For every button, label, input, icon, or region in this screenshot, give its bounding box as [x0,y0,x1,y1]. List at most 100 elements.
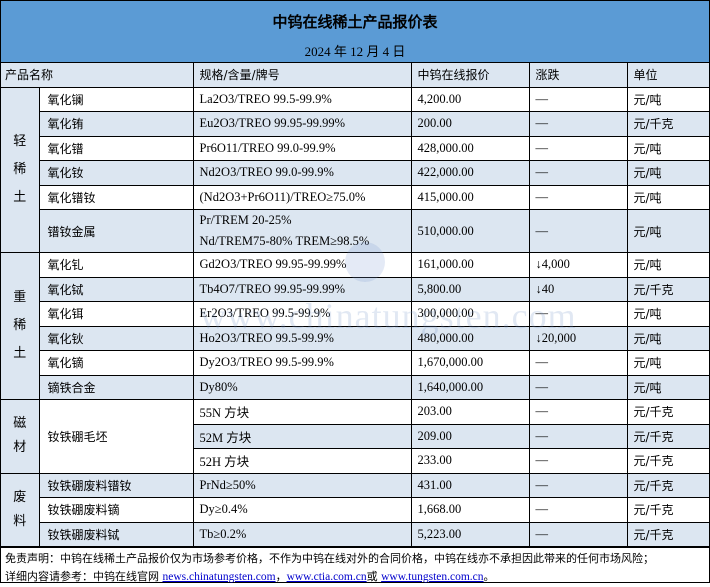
unit-cell: 元/吨 [626,86,710,112]
price-cell: 1,670,000.00 [410,350,530,376]
price-cell: 4,200.00 [410,86,530,112]
price-cell: 200.00 [410,111,530,137]
product-name: 氧化镨钕 [39,184,194,210]
header-product-name: 产品名称 [1,63,194,88]
spec-line: Dy≥0.4% [199,502,248,517]
table-row: 钕铁硼废料铽 Tb≥0.2% 5,223.00— 元/千克 [1,521,710,547]
page-title: 中钨在线稀土产品报价表 [1,1,709,41]
spec-line: 55N 方块 [199,406,250,421]
separator: ， [275,570,287,583]
spec-cell: Dy80% [192,374,412,400]
spec-line: Tb≥0.2% [199,526,247,541]
spec-line: Gd2O3/TREO 99.95-99.99% [199,257,347,272]
reference-prefix: 详细内容请参考：中钨在线官网 [5,570,163,583]
table-row: 钕铁硼废料镝 Dy≥0.4% 1,668.00— 元/千克 [1,497,710,523]
spec-cell: PrNd≥50% [192,472,412,498]
product-name: 氧化镨 [39,135,194,161]
table-row: 氧化铕 Eu2O3/TREO 99.95-99.99% 200.00— 元/千克 [1,111,710,137]
table-row: 镝铁合金 Dy80% 1,640,000.00— 元/吨 [1,374,710,400]
category-cell: 磁材 [1,399,40,474]
unit-cell: 元/千克 [626,497,710,523]
spec-cell: 52M 方块 [193,423,412,449]
table-row: 氧化铽 Tb4O7/TREO 99.95-99.99% 5,800.00 ↓40 元/千… [1,276,710,302]
table-row: 氧化镨 Pr6O11/TREO 99.0-99.9% 428,000.00— 元/吨 [1,135,710,161]
link-chinatungsten[interactable]: news.chinatungsten.com [162,571,276,583]
unit-cell: 元/吨 [626,209,710,253]
spec-line: Dy2O3/TREO 99.5-99.9% [199,355,334,370]
unit-cell: 元/吨 [626,252,710,278]
change-cell: — [528,184,628,210]
product-name: 氧化钕 [39,160,194,186]
unit-cell: 元/吨 [626,160,710,186]
category-cell: 轻稀土 [1,86,40,253]
spec-cell: Nd2O3/TREO 99.0-99.9% [192,160,412,186]
product-name: 钕铁硼毛坯 [38,399,194,474]
spec-line: 52H 方块 [199,455,250,470]
table-row: 磁材 钕铁硼毛坯 55N 方块 203.00— 元/千克 [1,399,710,474]
price-cell: 161,000.00 [410,252,530,278]
header-unit: 单位 [626,63,710,88]
price-cell: 203.00 [410,399,530,425]
table-row: 氧化铒 Er2O3/TREO 99.5-99.9% 300,000.00— 元/吨 [1,301,710,327]
change-cell: — [528,521,628,547]
spec-line: 52M 方块 [199,430,252,445]
spec-cell: 52H 方块 [193,448,412,474]
change-cell: — [528,135,628,161]
price-cell: 300,000.00 [410,301,530,327]
product-name: 氧化铕 [39,111,194,137]
change-cell: — [528,350,628,376]
product-name: 镝铁合金 [39,374,194,400]
spec-line: (Nd2O3+Pr6O11)/TREO≥75.0% [199,189,366,204]
change-cell: — [528,448,628,474]
price-cell: 510,000.00 [410,209,530,253]
change-cell: — [528,301,628,327]
table-row: 氧化镨钕 (Nd2O3+Pr6O11)/TREO≥75.0% 415,000.00—… [1,184,710,210]
price-cell: 480,000.00 [410,325,530,351]
change-cell: — [528,111,628,137]
table-row: 重稀土 氧化钆 Gd2O3/TREO 99.95-99.99% 161,000.00 ↓… [1,252,710,400]
report-date: 2024 年 12 月 4 日 [1,41,709,63]
link-tungsten[interactable]: www.tungsten.com.cn [381,571,484,583]
price-cell: 422,000.00 [410,160,530,186]
spec-line: Ho2O3/TREO 99.5-99.9% [199,330,334,345]
price-cell: 428,000.00 [410,135,530,161]
unit-cell: 元/千克 [626,472,710,498]
unit-cell: 元/吨 [626,301,710,327]
unit-cell: 元/千克 [626,111,710,137]
header-spec: 规格/含量/牌号 [192,63,412,88]
category-cell: 重稀土 [1,252,40,400]
spec-line: Tb4O7/TREO 99.95-99.99% [199,281,345,296]
price-cell: 5,800.00 [410,276,530,302]
change-cell: — [528,497,628,523]
product-name: 氧化铒 [39,301,194,327]
spec-line: Nd/TREM75-80% TREM≥98.5% [199,234,370,248]
product-name: 氧化钬 [39,325,194,351]
reference-line: 详细内容请参考：中钨在线官网 news.chinatungsten.com，ww… [5,568,705,586]
change-cell: ↓4,000 [528,252,628,278]
spec-line: Er2O3/TREO 99.5-99.9% [199,306,331,321]
separator: 或 [366,570,382,583]
change-cell: ↓20,000 [528,325,628,351]
table-row: 氧化镝 Dy2O3/TREO 99.5-99.9% 1,670,000.00— 元/吨 [1,350,710,376]
product-name: 氧化铽 [39,276,194,302]
spec-line: La2O3/TREO 99.5-99.9% [199,91,332,106]
table-row: 轻稀土 氧化镧 La2O3/TREO 99.5-99.9% 4,200.00— 元/吨 [1,86,710,253]
spec-line: Eu2O3/TREO 99.95-99.99% [199,116,345,131]
price-cell: 209.00 [410,423,530,449]
price-cell: 415,000.00 [410,184,530,210]
change-cell: — [528,399,628,425]
unit-cell: 元/吨 [626,374,710,400]
spec-cell: Er2O3/TREO 99.5-99.9% [192,301,412,327]
spec-line: Dy80% [199,379,238,394]
spec-cell: La2O3/TREO 99.5-99.9% [192,86,412,112]
product-name: 钕铁硼废料镨钕 [38,472,194,498]
price-cell: 431.00 [410,472,530,498]
price-cell: 1,668.00 [410,497,530,523]
product-name: 氧化镝 [39,350,194,376]
spec-cell: Tb4O7/TREO 99.95-99.99% [192,276,412,302]
link-ctia[interactable]: www.ctia.com.cn [286,571,367,583]
price-cell: 1,640,000.00 [410,374,530,400]
spec-line: PrNd≥50% [199,477,256,492]
unit-cell: 元/吨 [626,135,710,161]
